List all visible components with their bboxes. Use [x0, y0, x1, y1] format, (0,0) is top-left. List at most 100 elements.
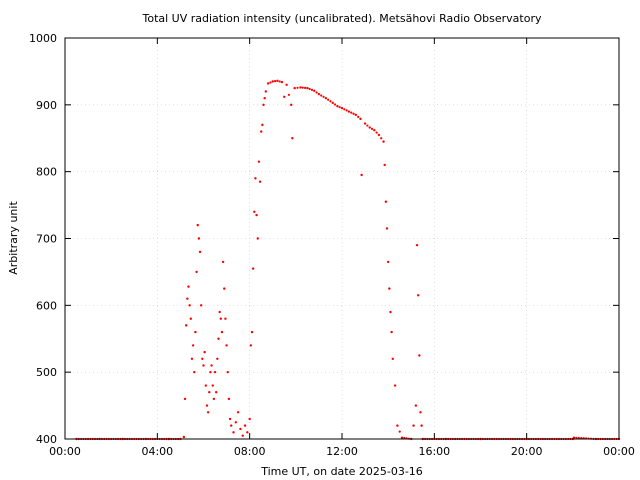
data-point: [210, 364, 213, 367]
data-point: [198, 250, 202, 254]
y-axis-label: Arbitrary unit: [7, 201, 20, 275]
data-point: [202, 364, 205, 367]
data-point: [306, 86, 309, 90]
data-point: [211, 384, 214, 387]
data-point: [188, 304, 191, 307]
data-point: [368, 126, 371, 129]
data-point: [209, 370, 212, 374]
data-point: [285, 83, 288, 86]
data-point: [313, 89, 316, 93]
data-point: [375, 131, 378, 134]
data-point: [241, 434, 244, 437]
data-point: [187, 285, 190, 288]
data-point: [269, 81, 272, 84]
data-point: [283, 95, 286, 99]
grid-lines: [65, 38, 619, 439]
y-tick-label: 400: [36, 433, 57, 446]
data-point: [197, 237, 201, 240]
x-axis-label: Time UT, on date 2025-03-16: [260, 465, 423, 478]
data-point: [360, 173, 363, 177]
data-point: [412, 424, 415, 427]
data-point: [343, 108, 346, 111]
data-point: [186, 297, 189, 300]
data-point: [415, 243, 419, 247]
data-point: [320, 94, 323, 97]
data-point: [262, 103, 265, 107]
data-point: [327, 98, 330, 101]
x-tick-label: 00:00: [603, 445, 635, 458]
data-point: [350, 111, 353, 114]
data-point: [385, 227, 389, 230]
data-point: [380, 137, 383, 140]
data-point: [303, 86, 307, 89]
data-point: [264, 90, 268, 93]
data-point: [213, 370, 217, 374]
data-point: [315, 91, 318, 94]
data-point: [255, 213, 258, 217]
data-point: [271, 80, 274, 83]
data-point: [308, 87, 311, 91]
y-tick-label: 900: [36, 99, 57, 112]
data-point: [250, 330, 254, 334]
data-point: [400, 436, 404, 439]
data-point: [419, 411, 422, 414]
axis-ticks: 00:00 04:00 08:00 12:00 16:00 20:00 00:0040050…: [29, 32, 635, 458]
data-point: [572, 436, 576, 439]
data-point: [256, 237, 259, 240]
data-point: [390, 330, 393, 334]
data-point: [258, 180, 262, 183]
data-point: [206, 411, 210, 414]
data-point: [223, 287, 226, 290]
data-point: [345, 109, 348, 112]
data-point: [324, 96, 328, 100]
data-point: [220, 330, 224, 334]
data-point: [194, 330, 197, 334]
x-tick-label: 20:00: [511, 445, 543, 458]
data-point: [263, 96, 266, 100]
data-point: [336, 104, 339, 108]
data-point: [396, 424, 399, 427]
data-point: [370, 127, 374, 130]
data-point: [234, 421, 238, 424]
data-point: [227, 397, 231, 401]
data-point: [191, 344, 195, 347]
data-point: [249, 344, 253, 347]
x-tick-label: 04:00: [141, 445, 173, 458]
data-point: [215, 391, 218, 394]
data-point: [253, 210, 256, 213]
y-tick-label: 1000: [29, 32, 57, 45]
data-point: [219, 317, 223, 320]
data-point: [291, 137, 294, 140]
data-point: [398, 430, 401, 433]
data-point: [310, 88, 314, 92]
data-point: [257, 160, 261, 163]
data-point: [273, 80, 277, 83]
data-point: [217, 337, 220, 340]
data-point: [322, 95, 325, 98]
data-point: [190, 357, 194, 360]
data-point: [301, 86, 304, 89]
data-point: [248, 417, 251, 421]
data-point: [182, 435, 186, 439]
data-point: [260, 130, 263, 133]
data-point: [208, 391, 211, 394]
data-point: [317, 92, 321, 96]
data-point: [226, 370, 229, 374]
data-point: [338, 106, 341, 109]
data-point: [212, 397, 216, 401]
x-tick-label: 16:00: [418, 445, 450, 458]
y-tick-label: 800: [36, 166, 57, 179]
data-point: [193, 370, 196, 374]
data-point: [280, 80, 284, 84]
data-point: [293, 86, 296, 90]
data-point: [184, 324, 188, 327]
data-point: [329, 100, 332, 103]
data-point: [352, 112, 355, 115]
data-point: [383, 163, 386, 167]
x-tick-label: 00:00: [49, 445, 81, 458]
data-point: [414, 404, 418, 407]
data-point: [347, 110, 351, 113]
data-point: [359, 117, 362, 121]
